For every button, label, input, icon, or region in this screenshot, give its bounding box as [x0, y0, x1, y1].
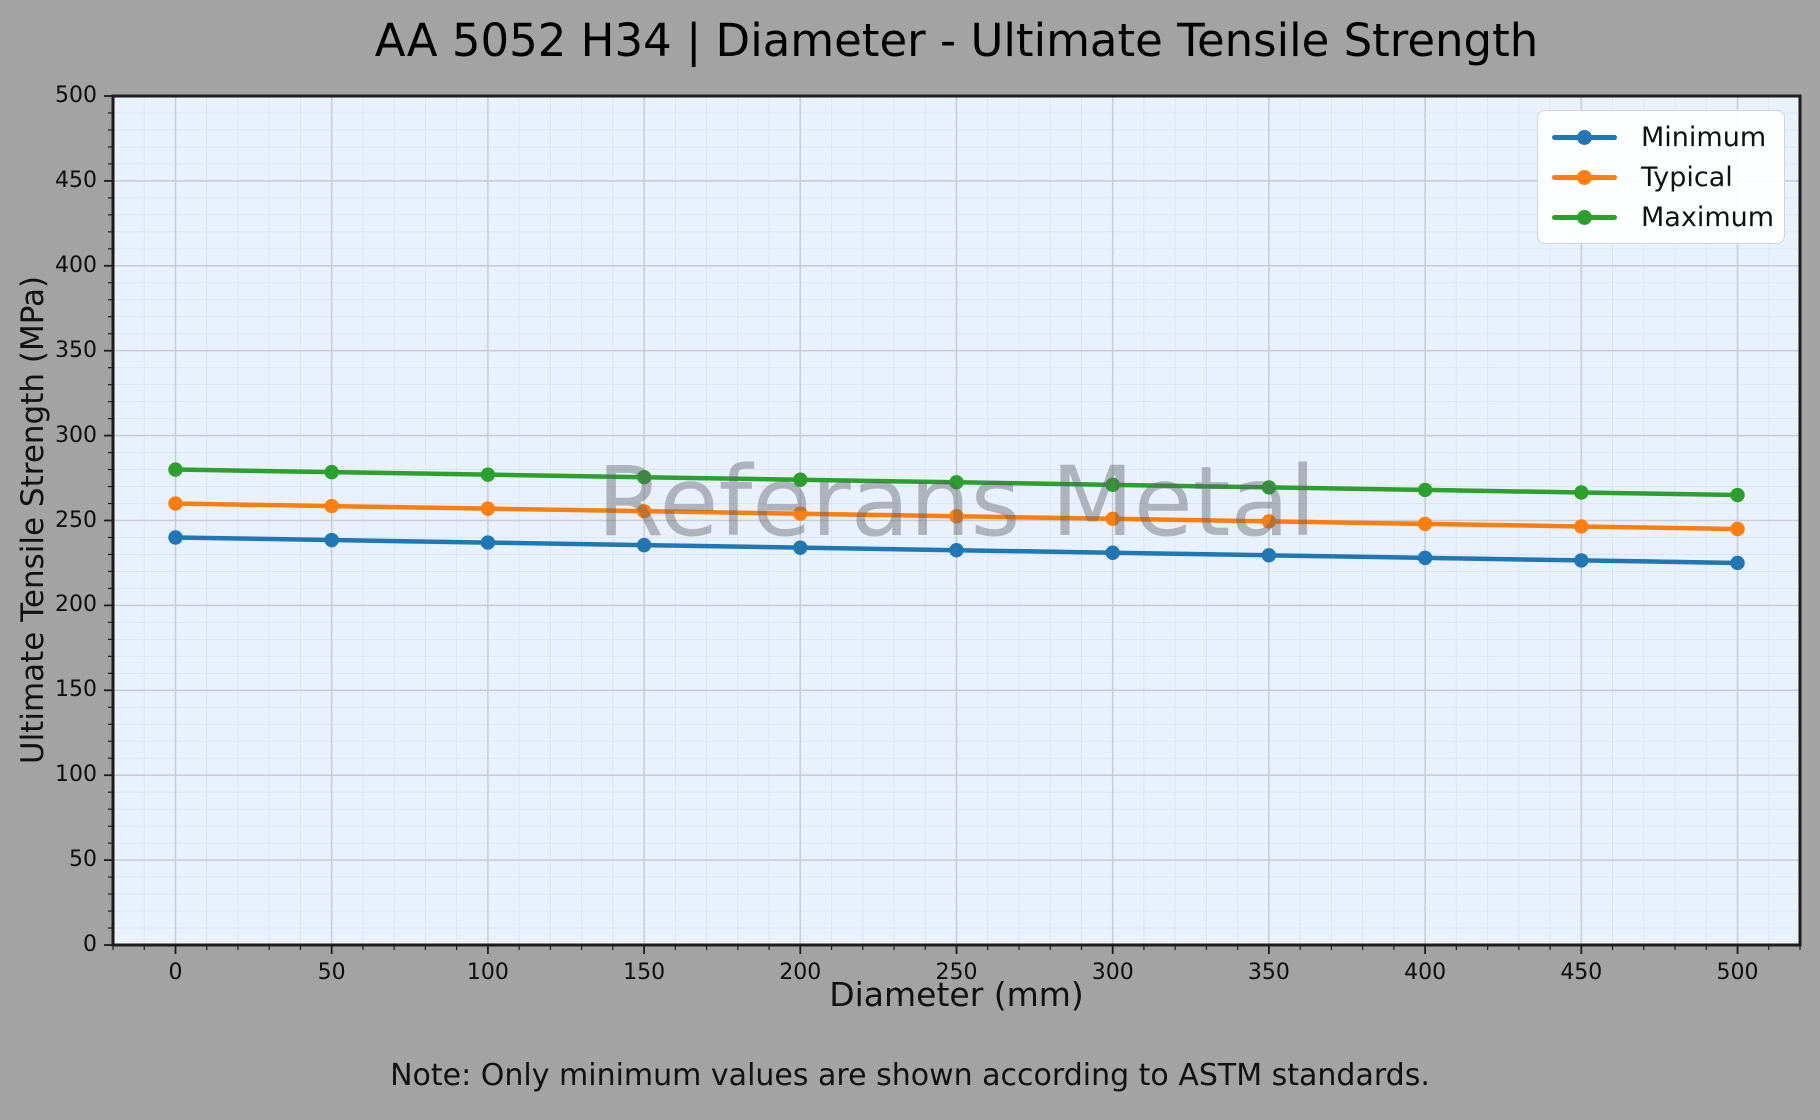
data-point-maximum — [1730, 487, 1745, 503]
data-point-typical — [1417, 516, 1433, 532]
y-tick-label: 200 — [55, 592, 97, 618]
data-point-maximum — [1105, 477, 1120, 493]
y-tick-label: 450 — [55, 167, 97, 193]
x-tick-label: 250 — [935, 960, 978, 985]
legend-marker-dot — [1577, 169, 1592, 185]
data-point-minimum — [1105, 545, 1120, 560]
legend-line-sample — [1552, 169, 1617, 185]
x-tick-label: 50 — [317, 960, 346, 985]
data-point-minimum — [949, 543, 964, 558]
y-tick-label: 300 — [55, 422, 97, 448]
note-text: Note: Only minimum values are shown acco… — [390, 1058, 1430, 1093]
data-point-typical — [480, 501, 496, 516]
x-tick-label: 500 — [1716, 960, 1759, 985]
legend-label: Typical — [1641, 161, 1733, 193]
data-point-maximum — [168, 462, 183, 477]
watermark: Referans Metal — [596, 446, 1316, 558]
legend-line-sample — [1552, 129, 1617, 145]
x-tick-label: 350 — [1247, 960, 1290, 985]
data-point-minimum — [324, 532, 339, 548]
data-point-maximum — [636, 470, 652, 485]
legend-item-maximum: Maximum — [1552, 204, 1778, 231]
data-point-minimum — [1574, 553, 1589, 568]
x-axis-label: Diameter (mm) — [829, 975, 1084, 1014]
y-tick-label: 350 — [55, 337, 97, 363]
y-tick-label: 250 — [55, 507, 97, 533]
y-tick-label: 400 — [55, 252, 97, 278]
y-tick-label: 100 — [55, 762, 97, 788]
data-point-maximum — [480, 467, 496, 482]
data-point-typical — [1574, 519, 1589, 534]
data-point-maximum — [949, 475, 964, 490]
y-tick-label: 500 — [55, 83, 97, 108]
x-tick-label: 150 — [623, 960, 666, 985]
legend-marker-dot — [1577, 129, 1592, 145]
chart-title: AA 5052 H34 | Diameter - Ultimate Tensil… — [374, 14, 1539, 67]
data-point-minimum — [1730, 555, 1745, 571]
legend-line-sample — [1552, 209, 1617, 225]
data-point-typical — [636, 503, 652, 519]
data-point-typical — [1730, 521, 1745, 537]
data-point-maximum — [1417, 482, 1433, 498]
data-point-minimum — [793, 540, 808, 555]
x-tick-label: 100 — [466, 960, 509, 985]
y-tick-label: 150 — [55, 677, 97, 703]
legend-item-typical: Typical — [1552, 164, 1778, 191]
legend: Minimum Typical Maximum — [1537, 110, 1785, 244]
data-point-typical — [793, 506, 808, 521]
data-point-minimum — [1261, 548, 1277, 563]
data-point-maximum — [324, 464, 339, 480]
x-tick-label: 0 — [168, 960, 183, 985]
x-tick-label: 450 — [1560, 960, 1603, 985]
data-point-maximum — [793, 472, 808, 487]
y-tick-label: 50 — [69, 847, 97, 873]
legend-label: Minimum — [1641, 121, 1767, 153]
data-point-typical — [1261, 514, 1277, 529]
data-point-typical — [949, 509, 964, 524]
data-point-typical — [168, 496, 183, 511]
legend-item-minimum: Minimum — [1552, 124, 1778, 151]
data-point-minimum — [168, 530, 183, 545]
data-point-maximum — [1574, 485, 1589, 500]
data-point-typical — [1105, 511, 1120, 527]
x-tick-label: 400 — [1404, 960, 1447, 985]
legend-label: Maximum — [1641, 201, 1775, 233]
legend-marker-dot — [1577, 209, 1592, 225]
x-tick-label: 200 — [779, 960, 822, 985]
data-point-minimum — [636, 537, 652, 553]
data-point-typical — [324, 498, 339, 514]
data-point-minimum — [1417, 550, 1433, 566]
data-point-maximum — [1261, 480, 1277, 495]
x-tick-label: 300 — [1091, 960, 1134, 985]
y-tick-label: 0 — [83, 932, 97, 957]
data-point-minimum — [480, 535, 496, 550]
